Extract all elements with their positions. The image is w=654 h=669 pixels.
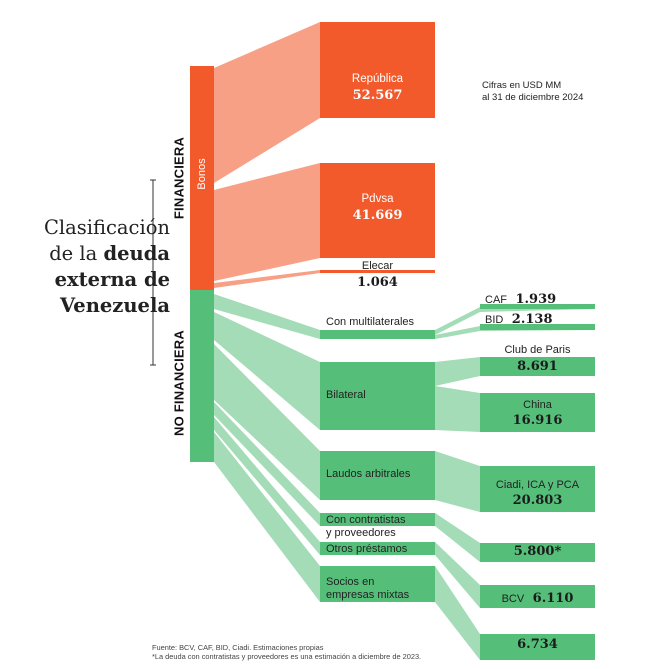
title-line-4: Venezuela: [59, 293, 170, 317]
flow-bilateral-club: [435, 357, 480, 386]
caf-label: CAF: [485, 294, 507, 306]
title-line-2-pre: de la: [49, 241, 104, 265]
node-caf: [480, 304, 595, 309]
node-socios: [320, 566, 435, 602]
socios-label-1: Socios en: [326, 576, 375, 588]
flow-otros-bcv: [435, 542, 480, 608]
contratistas-label-1: Con contratistas: [326, 514, 406, 526]
node-contratistas-value: [480, 543, 595, 562]
china-label: China: [523, 399, 552, 411]
node-ciadi: [480, 466, 595, 512]
flow-bonos-republica: [214, 22, 320, 183]
pdvsa-value: 41.669: [352, 208, 403, 223]
ciadi-value: 20.803: [512, 493, 563, 508]
flow-nofin-laudos: [214, 344, 320, 500]
units-note-line-2: al 31 de diciembre 2024: [482, 91, 584, 103]
title-line-2: de la deuda: [20, 241, 170, 267]
china-value: 16.916: [512, 413, 563, 428]
flow-bilateral-china: [435, 386, 480, 432]
diagram-title: Clasificación de la deuda externa de Ven…: [20, 215, 170, 319]
club-paris-label: Club de Paris: [504, 344, 571, 356]
multilaterales-label: Con multilaterales: [326, 316, 415, 328]
ciadi-label: Ciadi, ICA y PCA: [495, 479, 580, 491]
flow-bonos-pdvsa: [214, 163, 320, 281]
node-contratistas: [320, 513, 435, 526]
node-socios-value: [480, 634, 595, 660]
node-bcv: [480, 585, 595, 608]
node-club-paris: [480, 357, 595, 376]
no-financiera-label: NO FINANCIERA: [171, 330, 187, 436]
node-bid: [480, 324, 595, 330]
footer-source: Fuente: BCV, CAF, BID, Ciadi. Estimacion…: [152, 643, 324, 652]
flow-socios-value: [435, 566, 480, 660]
node-pdvsa: [320, 163, 435, 258]
title-line-3: externa de: [54, 267, 170, 291]
financiera-label: FINANCIERA: [171, 136, 187, 220]
bcv-entry: BCV 6.110: [480, 589, 595, 607]
bonos-label: Bonos: [196, 158, 208, 190]
title-line-2-bold: deuda: [103, 241, 171, 265]
flow-multi-caf: [435, 304, 595, 335]
node-bilateral: [320, 362, 435, 430]
socios-label-2: empresas mixtas: [326, 589, 410, 601]
elecar-label: Elecar: [361, 260, 394, 272]
republica-label: República: [351, 73, 404, 85]
bcv-value: 6.110: [532, 591, 574, 606]
elecar-value: 1.064: [357, 275, 398, 290]
title-line-1: Clasificación: [43, 216, 170, 239]
node-multilaterales: [320, 330, 435, 339]
bid-label: BID: [485, 314, 504, 326]
laudos-label: Laudos arbitrales: [326, 468, 411, 480]
bcv-label: BCV: [501, 593, 525, 605]
flow-laudos-ciadi: [435, 451, 480, 512]
bid-entry: BID 2.138: [485, 310, 553, 328]
club-paris-value: 8.691: [517, 359, 558, 374]
flow-nofin-otros: [214, 417, 320, 555]
otros-label: Otros préstamos: [326, 543, 408, 555]
units-note: Cifras en USD MM al 31 de diciembre 2024: [482, 80, 583, 104]
socios-value: 6.734: [517, 637, 558, 652]
node-elecar: [320, 270, 435, 273]
node-laudos: [320, 451, 435, 500]
bilateral-label: Bilateral: [326, 389, 366, 401]
footer-asterisk: *La deuda con contratistas y proveedores…: [152, 652, 422, 662]
flow-nofin-socios: [214, 432, 320, 602]
flow-bonos-elecar: [214, 270, 320, 288]
footer: Fuente: BCV, CAF, BID, Ciadi. Estimacion…: [152, 643, 482, 662]
financiera-bar: [190, 66, 214, 290]
node-otros: [320, 542, 435, 555]
flow-nofin-contratistas: [214, 402, 320, 526]
units-note-line-1: Cifras en USD MM: [482, 80, 562, 91]
caf-value: 1.939: [515, 292, 557, 307]
caf-entry: CAF 1.939: [485, 290, 556, 308]
republica-value: 52.567: [352, 88, 403, 103]
flow-contratistas-value: [435, 513, 480, 562]
node-china: [480, 393, 595, 432]
flow-nofin-multilaterales: [214, 294, 320, 339]
bid-value: 2.138: [511, 312, 553, 327]
contratistas-value: 5.800*: [513, 544, 562, 559]
contratistas-label-2: y proveedores: [326, 527, 396, 539]
no-financiera-bar: [190, 290, 214, 462]
pdvsa-label: Pdvsa: [361, 193, 394, 205]
flow-nofin-bilateral: [214, 312, 320, 430]
category-bracket: [150, 179, 156, 366]
node-republica: [320, 22, 435, 118]
